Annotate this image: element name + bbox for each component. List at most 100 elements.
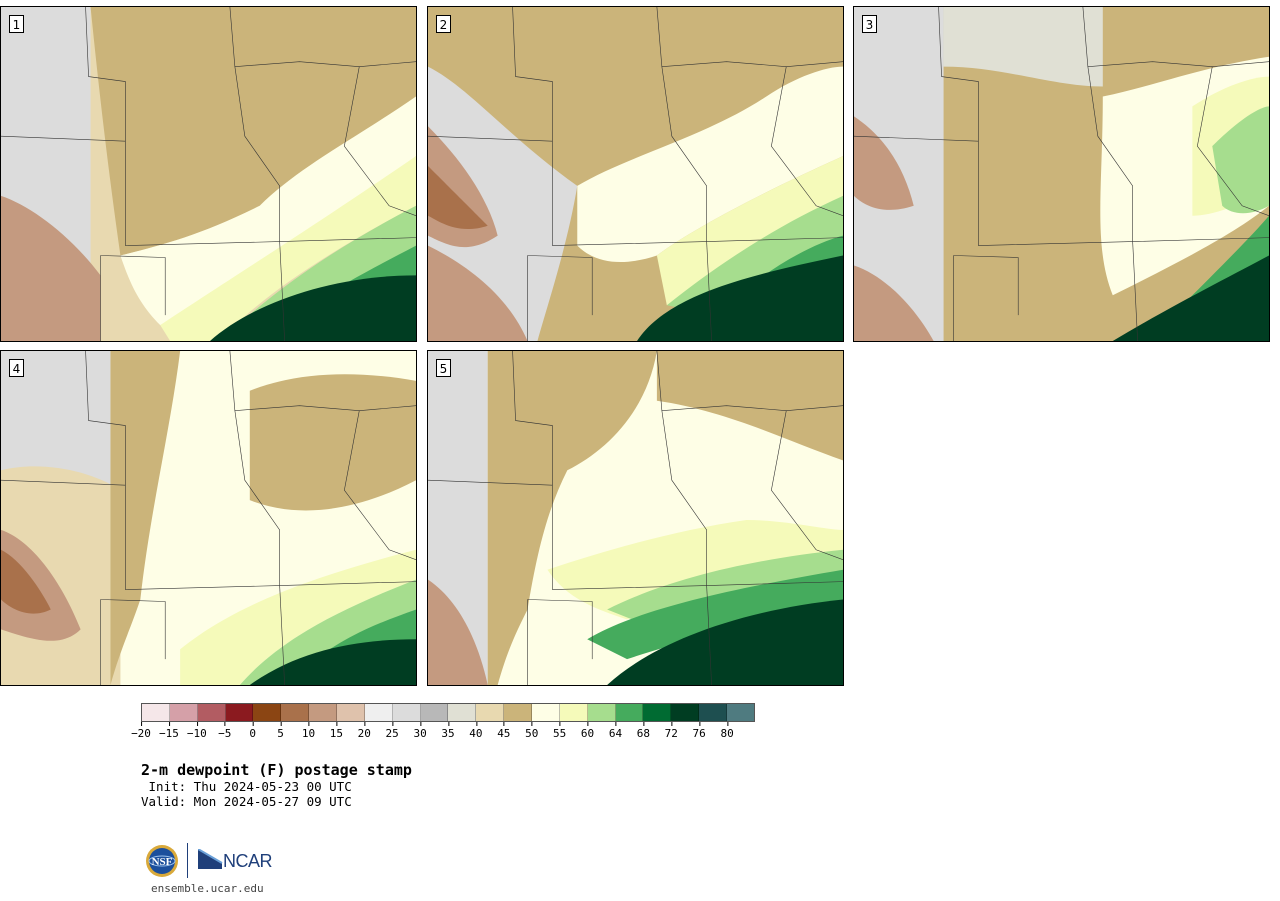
map-panel-4: 4 [0, 350, 417, 686]
dewpoint-region [428, 245, 528, 341]
panel-label: 2 [436, 15, 451, 33]
colorbar-tick-label: 68 [636, 722, 650, 740]
nsf-logo-icon: NSF [146, 845, 178, 877]
colorbar-tick-label: −20 [131, 722, 151, 740]
colorbar-segment [392, 704, 421, 721]
state-boundary [85, 351, 126, 590]
colorbar-segment [643, 704, 672, 721]
state-boundary [344, 66, 416, 217]
state-boundary [234, 410, 280, 586]
dewpoint-region [547, 519, 843, 620]
state-boundary [100, 599, 166, 660]
colorbar-tick-label: 55 [553, 722, 567, 740]
dewpoint-field [1, 7, 416, 341]
dewpoint-region [160, 156, 416, 341]
colorbar-tick-label: 15 [329, 722, 343, 740]
dewpoint-region [1112, 255, 1269, 341]
dewpoint-region [854, 116, 914, 210]
dewpoint-region [1, 195, 101, 341]
dewpoint-region [854, 265, 934, 341]
colorbar-segment [699, 704, 728, 721]
state-boundary [938, 7, 979, 246]
dewpoint-region [1, 529, 81, 641]
valid-time: Valid: Mon 2024-05-27 09 UTC [141, 794, 352, 809]
dewpoint-region [1212, 106, 1269, 214]
dewpoint-region [249, 374, 416, 511]
colorbar-tick-label: −15 [158, 722, 179, 740]
map-panel-3: 3 [853, 6, 1270, 342]
dewpoint-region [239, 579, 416, 685]
state-boundary [527, 255, 593, 316]
colorbar-tick-label: −10 [186, 722, 207, 740]
dewpoint-region [607, 599, 843, 685]
state-boundary [656, 351, 843, 411]
state-boundary [512, 351, 553, 590]
colorbar-segment [169, 704, 198, 721]
colorbar-segment [615, 704, 644, 721]
colorbar-tick-label: −5 [218, 722, 232, 740]
colorbar-ticks: −20 −15 −10 −5 0 5 10 15 20 25 30 35 40 45 50 55 60 64 68 7… [131, 722, 755, 741]
dewpoint-field [428, 351, 843, 685]
colorbar-tick-label: 50 [525, 722, 539, 740]
dewpoint-field [854, 7, 1269, 341]
colorbar-tick-label: 10 [301, 722, 316, 740]
state-boundary [771, 410, 843, 561]
state-boundary [854, 135, 979, 142]
dewpoint-region [428, 579, 488, 685]
dewpoint-region [656, 156, 843, 306]
state-boundary [1197, 66, 1269, 217]
dewpoint-region [120, 96, 416, 326]
map-panel-5: 5 [427, 350, 844, 686]
colorbar-segment [727, 704, 754, 721]
state-boundary [1132, 241, 1138, 341]
state-boundary [953, 255, 1019, 316]
colorbar-segment [253, 704, 282, 721]
dewpoint-region [110, 351, 181, 685]
colorbar-tick-label: 5 [277, 722, 284, 740]
state-boundary [706, 241, 712, 341]
colorbar-tick-label: 25 [385, 722, 399, 740]
state-boundary [100, 255, 166, 316]
colorbar-tick-label: 40 [469, 722, 483, 740]
state-boundary [706, 585, 712, 685]
init-time: Init: Thu 2024-05-23 00 UTC [141, 779, 352, 794]
colorbar-tick-label: 80 [720, 722, 734, 740]
colorbar-segment [142, 704, 170, 721]
state-boundary [279, 241, 285, 341]
dewpoint-region [1, 549, 51, 614]
colorbar-segment [364, 704, 393, 721]
panel-label: 4 [9, 359, 24, 377]
colorbar [141, 703, 755, 722]
colorbar-tick-label: 45 [497, 722, 511, 740]
colorbar-segment [420, 704, 449, 721]
dewpoint-field [428, 7, 843, 341]
ncar-logo-text: NCAR [223, 851, 273, 871]
logo-divider [187, 843, 188, 878]
logos: NSF NCAR [145, 843, 275, 879]
colorbar-tick-label: 64 [608, 722, 623, 740]
colorbar-segment [559, 704, 588, 721]
map-panel-2: 2 [427, 6, 844, 342]
dewpoint-region [209, 275, 416, 341]
colorbar-segment [197, 704, 226, 721]
state-boundary [656, 7, 843, 67]
state-boundary [661, 410, 707, 586]
colorbar-tick-label: 0 [249, 722, 256, 740]
dewpoint-region [587, 569, 843, 660]
colorbar-tick-label: 60 [580, 722, 595, 740]
state-boundary [229, 7, 416, 67]
dewpoint-region [428, 166, 488, 230]
state-boundary [1, 479, 126, 486]
colorbar-tick-label: 35 [441, 722, 455, 740]
colorbar-tick-label: 20 [357, 722, 371, 740]
state-boundary [279, 585, 285, 685]
dewpoint-region [577, 66, 843, 263]
colorbar-tick-label: 72 [664, 722, 678, 740]
colorbar-segment [225, 704, 254, 721]
colorbar-segment [476, 704, 505, 721]
state-boundary [344, 410, 416, 561]
map-panel-1: 1 [0, 6, 417, 342]
colorbar-tick-label: 76 [692, 722, 706, 740]
panel-label: 5 [436, 359, 451, 377]
colorbar-tick-label: 30 [413, 722, 427, 740]
